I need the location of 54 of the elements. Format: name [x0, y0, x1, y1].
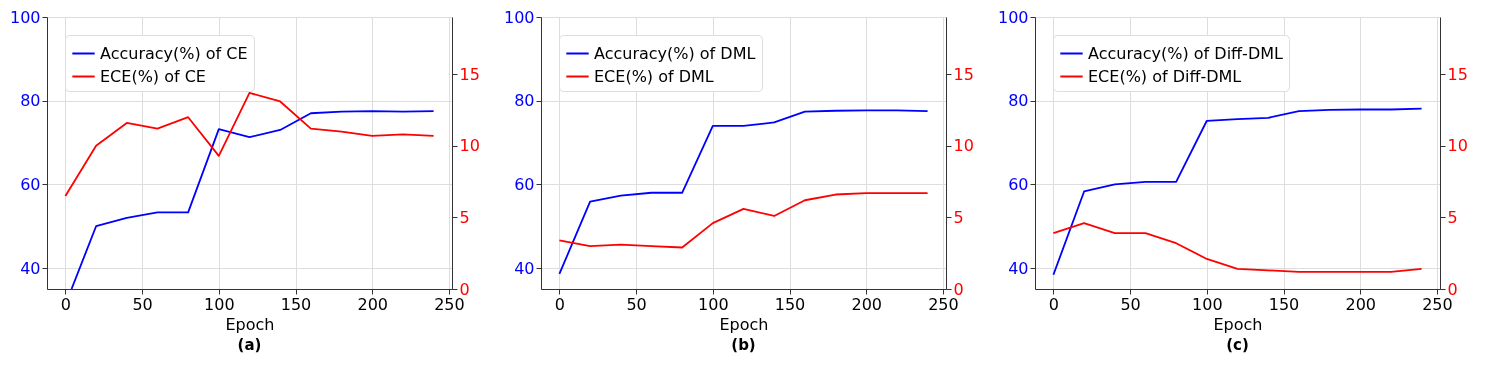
y-tick-label: 40 — [1008, 258, 1029, 278]
text: (a) — [237, 336, 262, 354]
x-tick-label: 0 — [554, 294, 565, 314]
y2-tick-label: 10 — [459, 136, 480, 156]
y2-tick-label: 5 — [953, 207, 964, 227]
y2-tick-label: 5 — [1447, 207, 1458, 227]
y2-tick-label: 10 — [953, 136, 974, 156]
line-series — [70, 110, 435, 289]
y2-tick-label: 5 — [459, 207, 470, 227]
y-tick-label: 80 — [20, 91, 41, 111]
x-tick-label: 150 — [774, 294, 806, 314]
legend-label: ECE(%) of Diff-DML — [1088, 66, 1242, 86]
line-series — [1052, 107, 1423, 276]
x-tick-label: 50 — [1120, 294, 1141, 314]
legend-label: Accuracy(%) of Diff-DML — [1088, 43, 1284, 63]
line-series — [64, 91, 435, 197]
legend-label: Accuracy(%) of CE — [100, 43, 248, 63]
x-tick-label: 200 — [1345, 294, 1376, 314]
x-tick-label: 0 — [1048, 294, 1059, 314]
x-tick-label: 0 — [60, 294, 71, 314]
y-tick-label: 60 — [1008, 174, 1029, 194]
x-tick-label: 200 — [357, 294, 388, 314]
x-axis-title: Epoch — [1213, 314, 1263, 334]
x-tick-label: 100 — [698, 294, 729, 314]
y-tick-label: 40 — [20, 258, 41, 278]
y-tick-label: 60 — [514, 174, 535, 194]
x-axis-title: Epoch — [225, 314, 275, 334]
y-tick-label: 80 — [1008, 91, 1029, 111]
line-series — [558, 109, 929, 275]
x-tick-label: 50 — [132, 294, 153, 314]
line-series — [1052, 222, 1423, 273]
y-tick-label: 100 — [9, 7, 41, 27]
x-tick-label: 100 — [204, 294, 235, 314]
y2-tick-label: 15 — [459, 64, 480, 84]
text: (c) — [1226, 336, 1249, 354]
x-tick-label: 100 — [1192, 294, 1223, 314]
x-tick-label: 150 — [280, 294, 312, 314]
x-tick-label: 200 — [851, 294, 882, 314]
y-tick-label: 100 — [997, 7, 1029, 27]
y-tick-label: 100 — [503, 7, 535, 27]
y2-tick-label: 10 — [1447, 136, 1468, 156]
x-tick-label: 50 — [626, 294, 647, 314]
legend-label: Accuracy(%) of DML — [594, 43, 756, 63]
text: (b) — [731, 336, 756, 354]
x-axis-title: Epoch — [719, 314, 769, 334]
legend-label: ECE(%) of CE — [100, 66, 206, 86]
y-tick-label: 60 — [20, 174, 41, 194]
x-tick-label: 150 — [1268, 294, 1300, 314]
y-tick-label: 40 — [514, 258, 535, 278]
y2-tick-label: 15 — [953, 64, 974, 84]
y2-tick-label: 15 — [1447, 64, 1468, 84]
line-series — [558, 192, 929, 249]
legend-label: ECE(%) of DML — [594, 66, 714, 86]
y-tick-label: 80 — [514, 91, 535, 111]
